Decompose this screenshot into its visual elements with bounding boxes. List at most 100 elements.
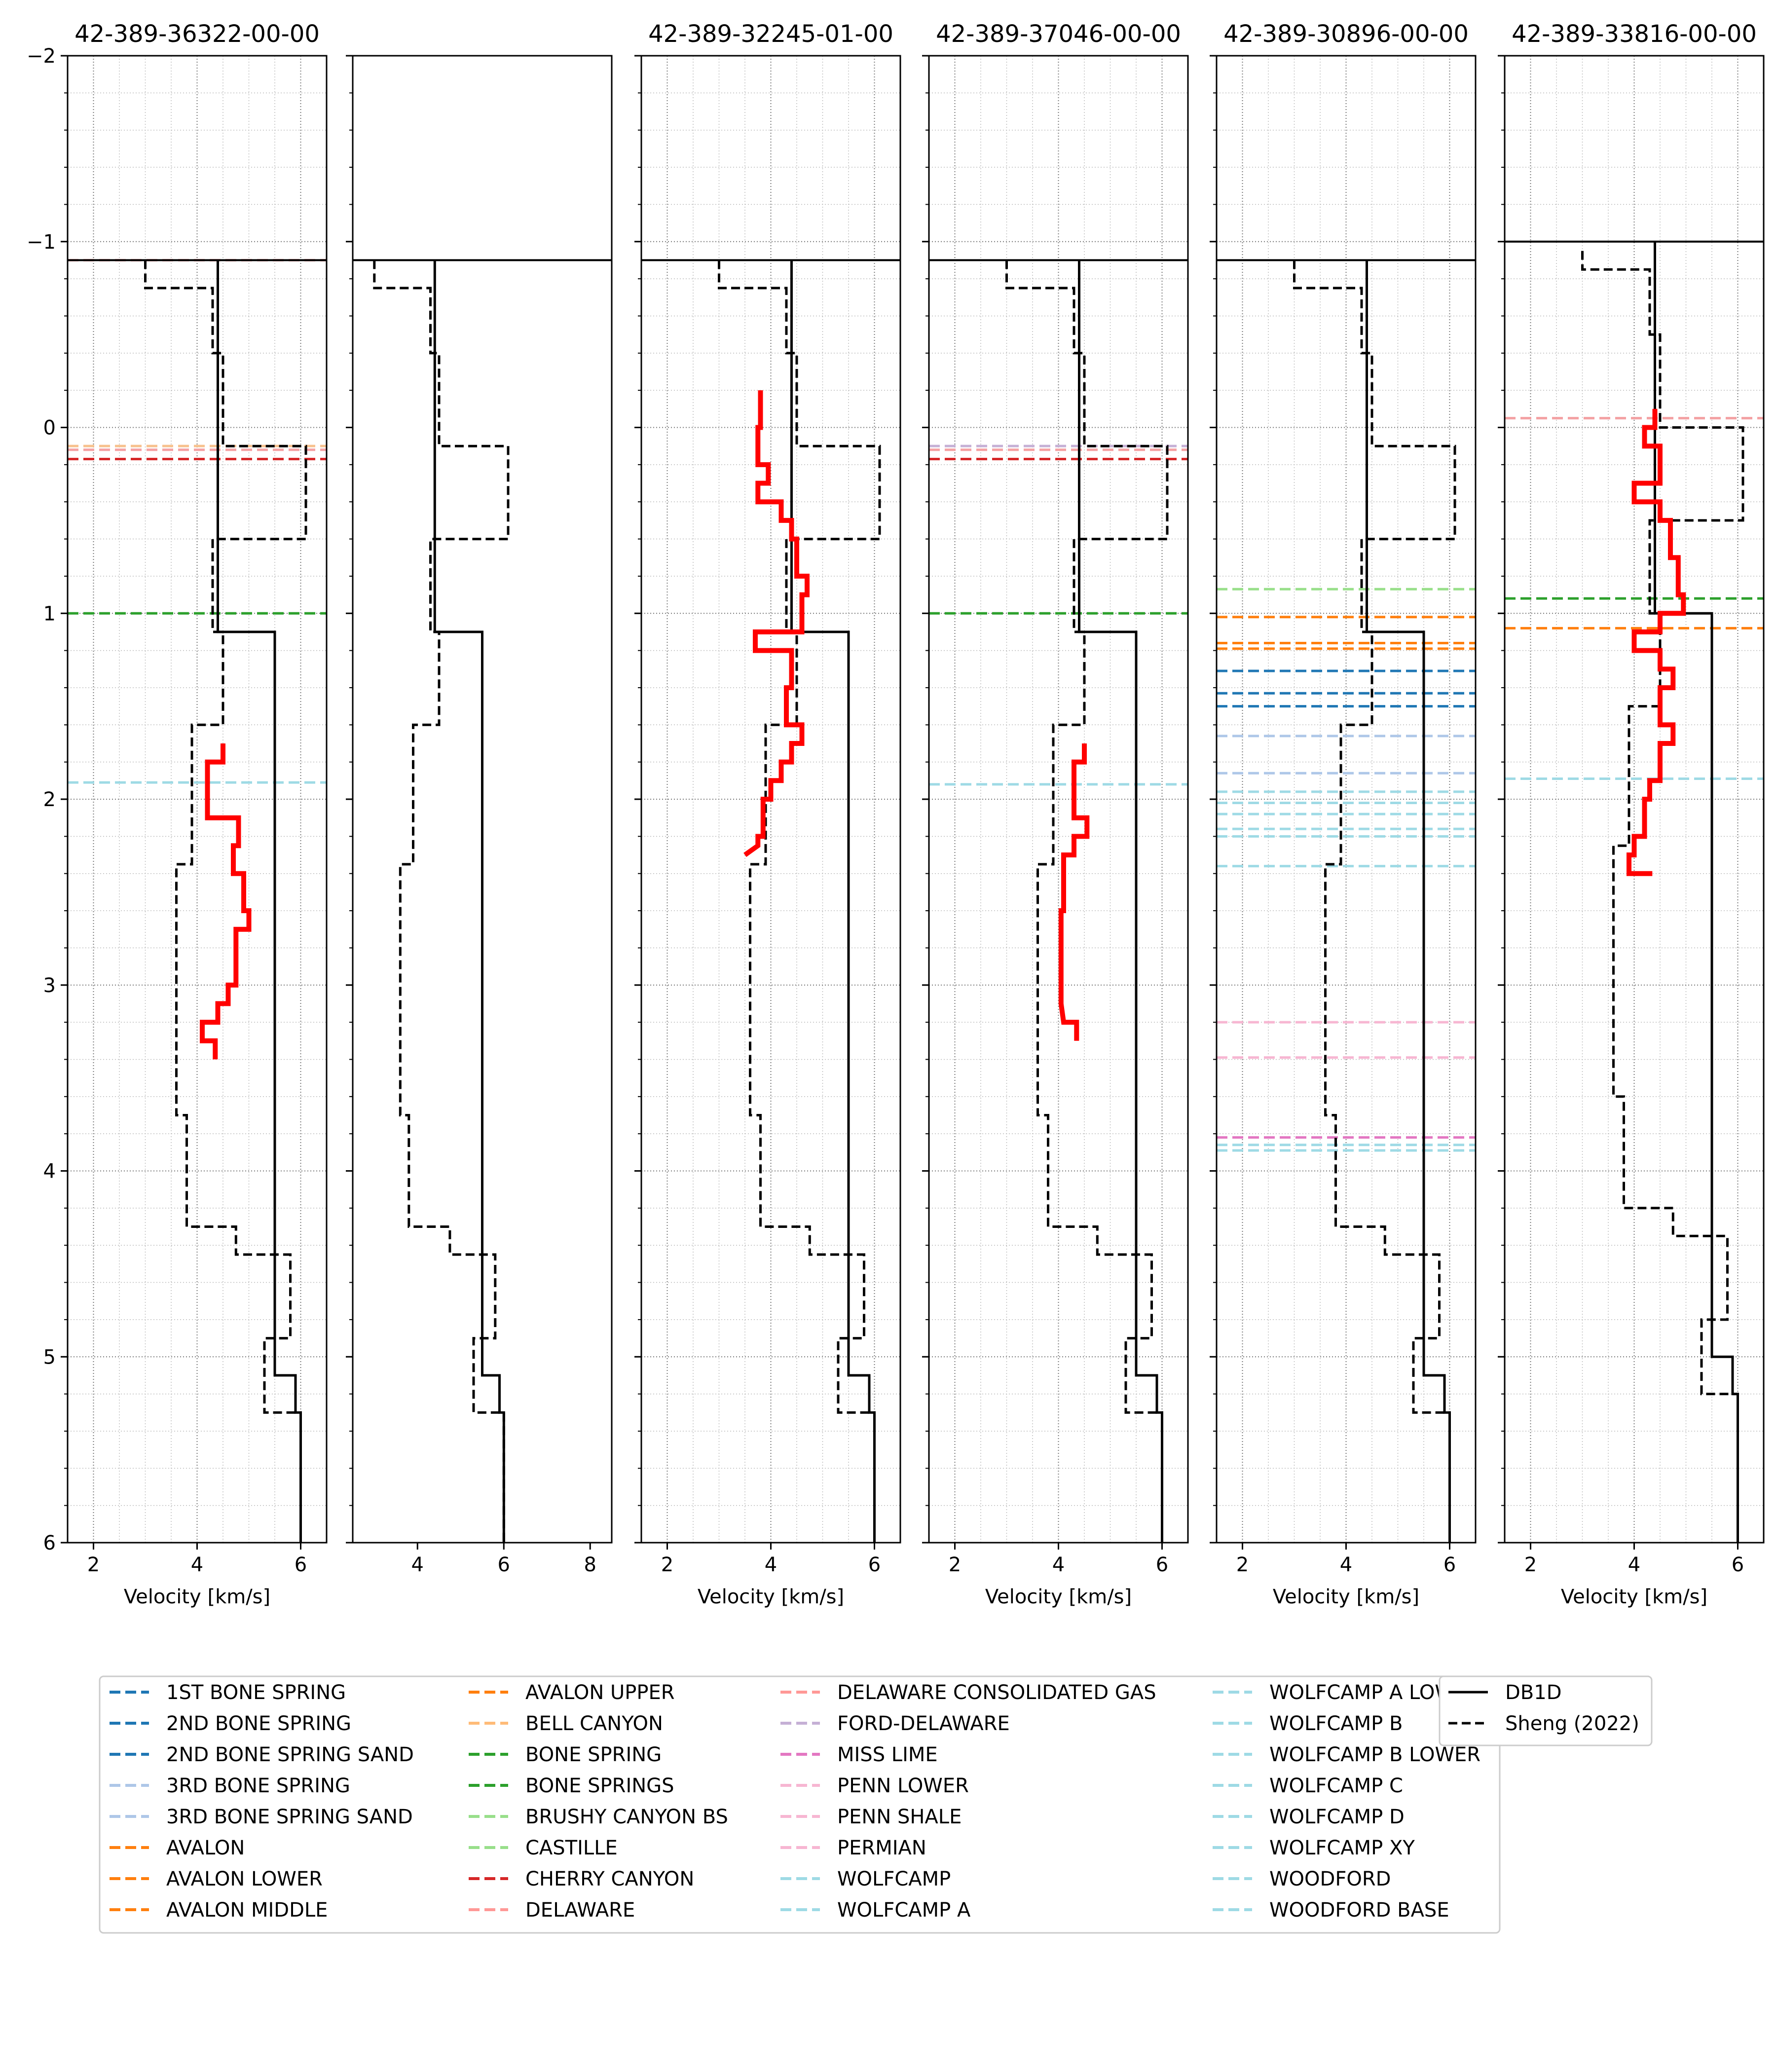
panel-2: 4 6 8 [346,55,613,1576]
legend-label: Sheng (2022) [1505,1712,1639,1735]
x-tick-label: 4 [411,1554,424,1576]
db1d-line [1366,260,1451,1543]
legend-item: WOLFCAMP XY [1213,1837,1415,1859]
y-tick-label: 6 [43,1532,56,1554]
panel-title: 42-389-32245-01-00 [648,20,893,48]
x-tick-label: 6 [1443,1554,1456,1576]
legend-label: BRUSHY CANYON BS [525,1806,728,1828]
panel-title: 42-389-33816-00-00 [1512,20,1757,48]
legend-item: PERMIAN [780,1837,926,1859]
panel-5: 2 4 6 42-389-30896-00-00 Velocity [km/s] [1210,20,1477,1608]
x-axis-label: Velocity [km/s] [1273,1586,1419,1608]
legend-item: 2ND BONE SPRING [110,1712,351,1735]
legend-item: WOLFCAMP B LOWER [1213,1743,1480,1766]
sheng-2022-line [1581,251,1744,1543]
legend-label: 3RD BONE SPRING SAND [166,1806,413,1828]
y-tick-label: 1 [43,602,56,625]
legend-label: DELAWARE [525,1899,635,1922]
legend-item: CASTILLE [469,1837,618,1859]
db1d-line [217,260,302,1543]
y-tick-label: 0 [43,417,56,440]
panel-title: 42-389-36322-00-00 [74,20,320,48]
legend-label: WOLFCAMP C [1269,1775,1403,1797]
x-tick-label: 2 [949,1554,961,1576]
legend-label: 2ND BONE SPRING SAND [166,1743,414,1766]
legend-label: WOLFCAMP [837,1868,951,1890]
x-tick-label: 6 [1156,1554,1168,1576]
legend-item: PENN LOWER [780,1775,969,1797]
legend-label: CHERRY CANYON [525,1868,694,1890]
measured-velocity-line [200,743,252,1060]
x-axis-label: Velocity [km/s] [698,1586,844,1608]
x-tick-label: 6 [498,1554,510,1576]
legend-item: WOLFCAMP C [1213,1775,1403,1797]
x-tick-label: 4 [191,1554,203,1576]
legend-label: BELL CANYON [525,1712,663,1735]
legend-item: BONE SPRING [469,1743,662,1766]
x-tick-label: 2 [1524,1554,1537,1576]
x-axis-label: Velocity [km/s] [124,1586,270,1608]
legend-label: AVALON MIDDLE [166,1899,328,1922]
y-tick-label: −2 [27,45,56,68]
legend-item: WOLFCAMP D [1213,1806,1405,1828]
legend-item: WOLFCAMP [780,1868,951,1890]
legend-label: FORD-DELAWARE [837,1712,1010,1735]
x-axis-label: Velocity [km/s] [985,1586,1132,1608]
x-tick-label: 2 [661,1554,673,1576]
x-tick-label: 2 [1236,1554,1249,1576]
legend-item: 3RD BONE SPRING SAND [110,1806,413,1828]
legend-label: WOLFCAMP B [1269,1712,1403,1735]
panels: 2 4 6 −2 −1 0 1 2 3 4 5 6 42-389-36322-00-00 Velocity… [27,20,1765,1608]
legend-label: WOLFCAMP A [837,1899,971,1922]
sheng-2022-line [144,260,307,1543]
legend-item: BELL CANYON [469,1712,663,1735]
legend-label: WOODFORD BASE [1269,1899,1449,1922]
legend-label: PENN LOWER [837,1775,969,1797]
formation-legend-box [99,1675,1501,1934]
sheng-2022-line [1005,260,1169,1543]
measured-velocity-line [1058,743,1090,1041]
y-tick-label: −1 [27,231,56,254]
legend-label: WOLFCAMP XY [1269,1837,1415,1859]
x-tick-label: 2 [87,1554,100,1576]
legend: 1ST BONE SPRING 2ND BONE SPRING 2ND BONE S… [99,1675,1653,1934]
legend-label: BONE SPRING [525,1743,662,1766]
x-tick-label: 4 [1052,1554,1065,1576]
legend-item: AVALON UPPER [469,1681,675,1704]
x-axis-label: Velocity [km/s] [1561,1586,1707,1608]
model-legend-box [1439,1675,1653,1746]
legend-item: 1ST BONE SPRING [110,1681,346,1704]
panel-4: 2 4 6 42-389-37046-00-00 Velocity [km/s] [922,20,1189,1608]
x-tick-label: 4 [765,1554,777,1576]
legend-item: DELAWARE [469,1899,635,1922]
y-tick-label: 3 [43,974,56,997]
legend-label: MISS LIME [837,1743,938,1766]
x-tick-label: 6 [295,1554,307,1576]
sheng-2022-line [373,260,510,1543]
panel-3: 2 4 6 42-389-32245-01-00 Velocity [km/s] [634,20,901,1608]
legend-label: WOLFCAMP B LOWER [1269,1743,1480,1766]
legend-label: CASTILLE [525,1837,618,1859]
legend-label: 1ST BONE SPRING [166,1681,346,1704]
legend-item: AVALON MIDDLE [110,1899,328,1922]
legend-label: PENN SHALE [837,1806,962,1828]
y-tick-label: 4 [43,1160,56,1183]
legend-item: WOLFCAMP A [780,1899,971,1922]
db1d-line [1078,260,1163,1543]
legend-item: AVALON LOWER [110,1868,323,1890]
legend-item: WOLFCAMP B [1213,1712,1403,1735]
legend-item: DELAWARE CONSOLIDATED GAS [780,1681,1156,1704]
x-tick-label: 6 [868,1554,881,1576]
legend-label: WOODFORD [1269,1868,1391,1890]
y-tick-label: 2 [43,788,56,811]
db1d-line [433,260,505,1543]
legend-label: DELAWARE CONSOLIDATED GAS [837,1681,1156,1704]
panel-title: 42-389-37046-00-00 [936,20,1181,48]
legend-label: PERMIAN [837,1837,926,1859]
y-tick-label: 5 [43,1346,56,1369]
legend-item: Sheng (2022) [1448,1712,1639,1735]
legend-label: WOLFCAMP D [1269,1806,1405,1828]
legend-item: WOODFORD BASE [1213,1899,1449,1922]
legend-label: AVALON LOWER [166,1868,323,1890]
